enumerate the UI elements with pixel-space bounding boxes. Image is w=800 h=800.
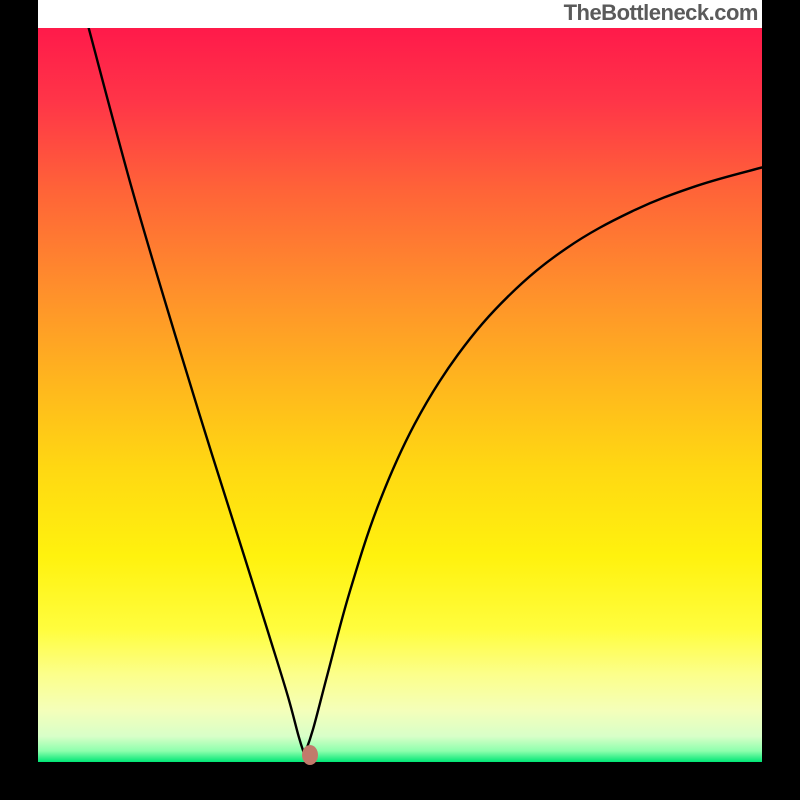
value-marker <box>302 745 318 765</box>
curve-right-branch <box>304 167 762 754</box>
gradient-background <box>38 28 762 762</box>
chart-container: TheBottleneck.com <box>0 0 800 800</box>
frame-border-right <box>762 0 800 800</box>
chart-frame: TheBottleneck.com <box>0 0 800 800</box>
frame-border-left <box>0 0 38 800</box>
bottleneck-curve <box>38 28 762 762</box>
frame-border-bottom <box>0 762 800 800</box>
curve-left-branch <box>89 28 305 755</box>
watermark-text: TheBottleneck.com <box>564 0 758 26</box>
plot-area <box>38 28 762 762</box>
